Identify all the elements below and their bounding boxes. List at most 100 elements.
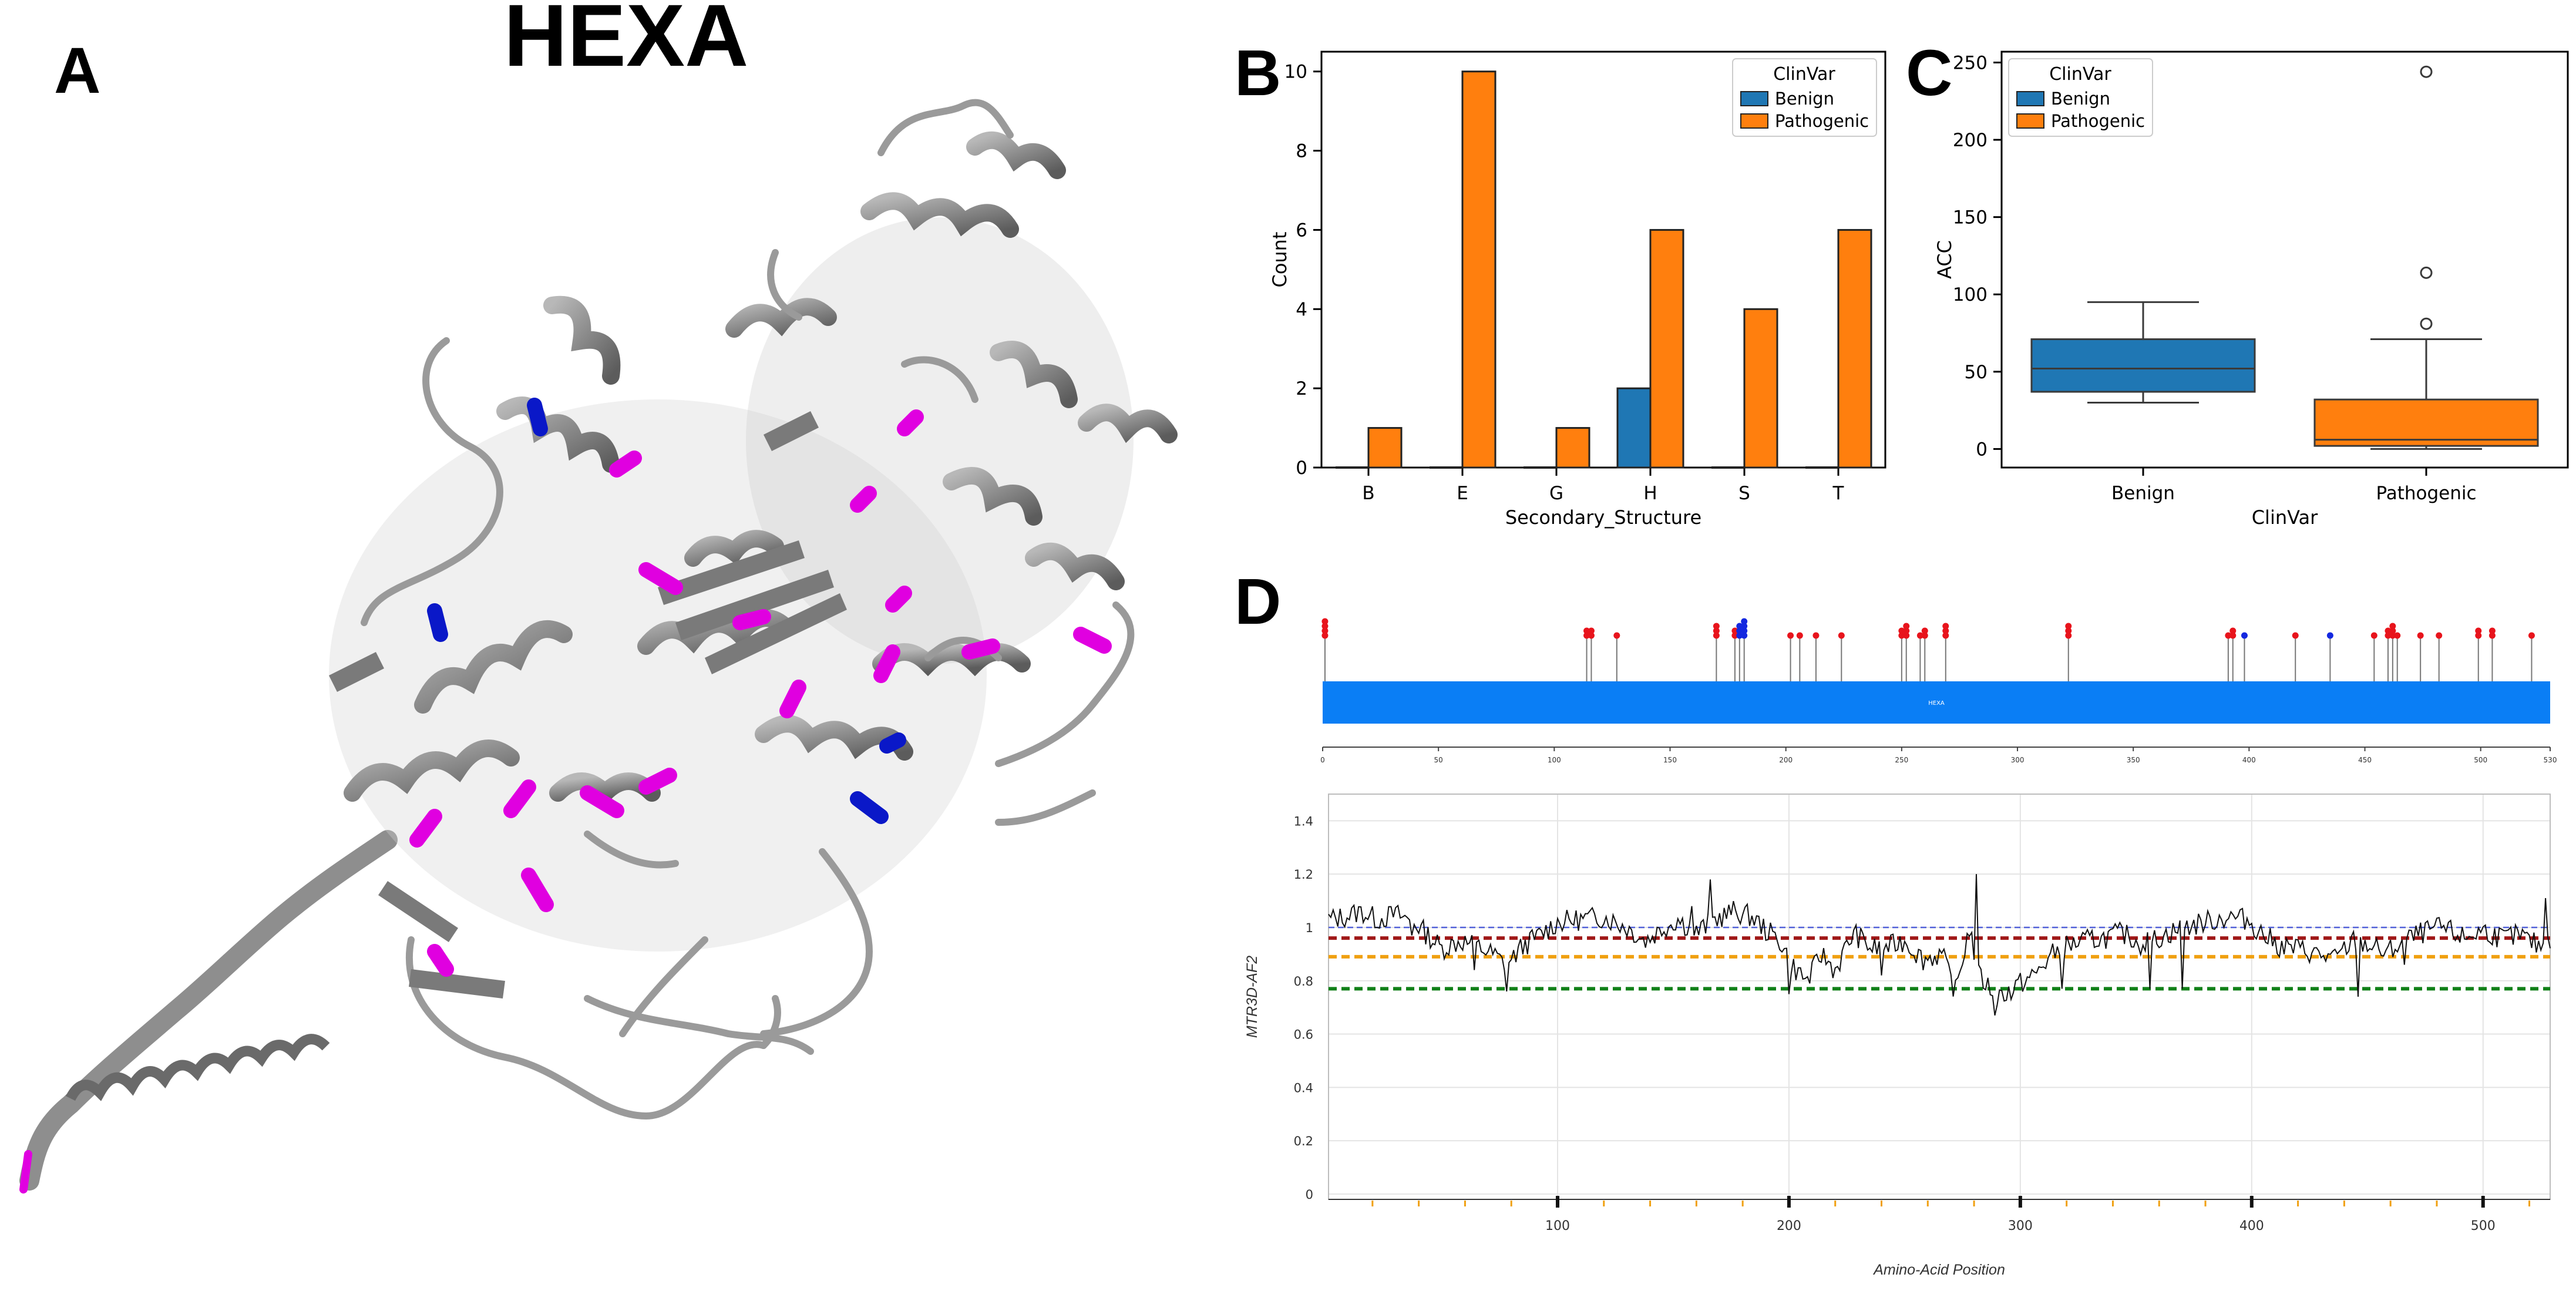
- x-tick-label: 0: [1320, 756, 1325, 764]
- lollipop-head: [1588, 627, 1595, 634]
- x-axis-label: Amino-Acid Position: [1872, 1262, 2005, 1278]
- panel-b-label: B: [1235, 37, 1281, 109]
- lollipop-head: [1921, 627, 1928, 634]
- x-tick-label: 500: [2471, 1219, 2496, 1233]
- lollipop-head: [2225, 632, 2232, 639]
- lollipop-head: [1741, 632, 1748, 639]
- lollipop-head: [2417, 632, 2424, 639]
- bar-pathogenic-B: [1367, 427, 1403, 469]
- x-tick-label: 100: [1545, 1219, 1570, 1233]
- box-benign: [2030, 338, 2256, 393]
- lollipop-head: [2475, 632, 2482, 639]
- y-tick-label: 0.8: [1294, 974, 1313, 989]
- lollipop-head: [2385, 627, 2392, 634]
- x-tick-label: Benign: [2111, 483, 2175, 504]
- lollipop-head: [2065, 623, 2072, 630]
- x-tick-label: Pathogenic: [2376, 483, 2476, 504]
- lollipop-head: [1741, 627, 1748, 634]
- outlier-point: [2420, 317, 2433, 330]
- lollipop-head: [1898, 632, 1905, 639]
- y-tick-label: 1.4: [1294, 814, 1313, 828]
- x-tick-label: 300: [2008, 1219, 2033, 1233]
- lollipop-head: [2385, 632, 2392, 639]
- x-tick-label: G: [1549, 483, 1563, 504]
- y-tick-label: 0.2: [1294, 1134, 1313, 1148]
- legend-swatch: [1740, 91, 1768, 106]
- x-tick-label: 200: [1777, 1219, 1801, 1233]
- y-tick-label: 2: [1296, 378, 1307, 399]
- lollipop-head: [2229, 627, 2237, 634]
- y-tick-label: 0.4: [1294, 1081, 1313, 1095]
- lollipop-head: [2389, 632, 2396, 639]
- lollipop-head: [2370, 632, 2377, 639]
- panel-d-line-plot: 0 0.2 0.4 0.6 0.8 1 1.2 1.4 100 200 300 400 500 Amino…: [1244, 794, 2551, 1278]
- lollipop-head: [1812, 632, 1820, 639]
- y-tick-label: 0.6: [1294, 1028, 1313, 1042]
- lollipop-head: [2065, 632, 2072, 639]
- lollipop-head: [2292, 632, 2299, 639]
- legend-entry: Benign: [1775, 89, 1834, 109]
- domain-bar: [1323, 681, 2550, 724]
- protein-structure-image: [19, 99, 1178, 1194]
- lollipop-head: [2389, 623, 2396, 630]
- y-tick-label: 4: [1296, 299, 1307, 320]
- lollipop-head: [1736, 627, 1743, 634]
- y-axis-label: MTR3D-AF2: [1244, 956, 1260, 1038]
- lollipop-head: [1838, 632, 1845, 639]
- x-tick-label: S: [1738, 483, 1750, 504]
- lollipop-head: [1713, 627, 1720, 634]
- legend-entry: Pathogenic: [2051, 111, 2145, 131]
- lollipop-head: [1613, 632, 1620, 639]
- lollipop-head: [1796, 632, 1803, 639]
- y-tick-label: 50: [1965, 362, 1988, 383]
- lollipop-head: [2394, 632, 2401, 639]
- panel-a-label: A: [54, 35, 100, 107]
- x-tick-label: 150: [1663, 756, 1677, 764]
- y-tick-label: 150: [1953, 207, 1988, 228]
- legend-box: [1732, 58, 1877, 137]
- lollipop-head: [1583, 627, 1590, 634]
- lollipop-head: [1903, 623, 1910, 630]
- x-tick-label: 200: [1779, 756, 1793, 764]
- panel-c-label: C: [1906, 37, 1952, 109]
- lollipop-head: [1942, 632, 1949, 639]
- domain-bar-label: HEXA: [1928, 700, 1945, 707]
- legend-entry: Benign: [2051, 89, 2110, 109]
- x-axis-label: ClinVar: [2252, 506, 2318, 529]
- lollipop-head: [1903, 632, 1910, 639]
- plot-frame: [1328, 794, 2551, 1200]
- legend-entry: Pathogenic: [1775, 111, 1869, 131]
- mtr3d-profile-line: [1328, 874, 2551, 1016]
- lollipop-head: [1903, 627, 1910, 634]
- lollipop-head: [1321, 618, 1329, 625]
- bar-pathogenic-G: [1555, 427, 1590, 469]
- legend-swatch: [2016, 113, 2044, 129]
- y-tick-label: 10: [1284, 62, 1307, 83]
- lollipop-head: [1942, 623, 1949, 630]
- y-tick-label: 250: [1953, 52, 1988, 73]
- y-tick-label: 1.2: [1294, 868, 1313, 882]
- lollipop-head: [2475, 627, 2482, 634]
- y-tick-label: 0: [1306, 1188, 1313, 1202]
- x-tick-label: B: [1362, 483, 1374, 504]
- lollipop-head: [2241, 632, 2248, 639]
- lollipop-head: [2488, 627, 2496, 634]
- lollipop-head: [1942, 627, 1949, 634]
- bar-pathogenic-T: [1837, 228, 1872, 469]
- axes-frame: [2000, 51, 2569, 469]
- lollipop-head: [2229, 632, 2237, 639]
- lollipop-head: [2488, 632, 2496, 639]
- legend-title: ClinVar: [1773, 64, 1835, 85]
- outlier-point: [2420, 65, 2433, 78]
- lollipop-head: [1321, 627, 1329, 634]
- x-tick-label: 500: [2474, 756, 2487, 764]
- lollipop-head: [1787, 632, 1794, 639]
- lollipop-head: [1321, 623, 1329, 630]
- y-tick-label: 200: [1953, 130, 1988, 151]
- x-axis-label: Secondary_Structure: [1505, 506, 1701, 529]
- lollipop-head: [1588, 632, 1595, 639]
- y-tick-label: 8: [1296, 141, 1307, 162]
- x-tick-label: 450: [2358, 756, 2372, 764]
